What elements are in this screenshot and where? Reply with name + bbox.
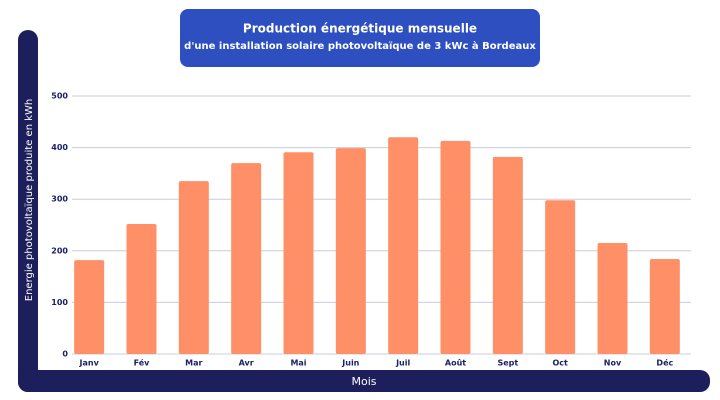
y-tick-label: 400 [51,143,68,152]
x-tick-label: Déc [656,358,673,368]
y-axis-band [18,30,38,392]
y-tick-label: 500 [51,92,68,101]
bar [545,200,576,354]
bar [649,259,680,354]
x-tick-label: Sept [497,359,518,368]
x-tick-label: Août [445,359,466,368]
y-tick-label: 300 [51,195,68,204]
x-axis-band [18,370,710,392]
y-axis-label: Energie photovoltaïque produite en kWh [24,99,35,301]
chart-title: Production énergétique mensuelle [243,22,477,36]
bar [388,137,419,354]
bar [178,181,209,354]
x-tick-label: Oct [552,359,568,368]
bar [597,243,628,354]
x-tick-label: Fév [134,358,151,368]
bar [335,148,366,354]
x-tick-label: Juin [341,359,359,368]
bar [126,223,157,354]
x-axis-label: Mois [351,375,376,388]
title-box [180,9,540,67]
bar [283,152,314,354]
bar [231,163,262,354]
x-tick-label: Juil [395,359,410,368]
bar [492,156,523,354]
x-tick-label: Mai [290,359,306,368]
chart-subtitle: d'une installation solaire photovoltaïqu… [184,40,536,52]
y-tick-label: 100 [51,298,68,307]
x-tick-label: Nov [604,359,622,368]
x-tick-label: Mar [185,359,202,368]
y-tick-label: 0 [62,350,68,359]
x-tick-label: Janv [79,359,100,368]
bar [440,140,471,354]
y-tick-label: 200 [51,246,68,255]
x-tick-label: Avr [239,359,254,368]
bar [74,260,105,354]
